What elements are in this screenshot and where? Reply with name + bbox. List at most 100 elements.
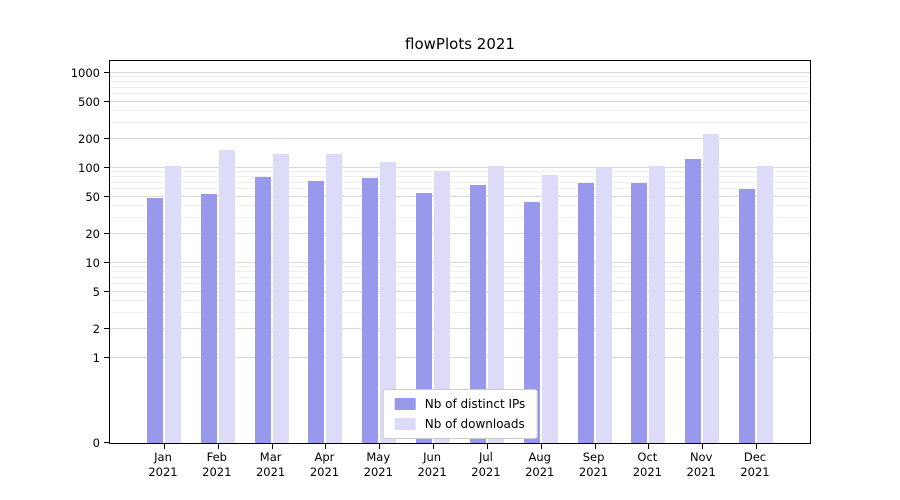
minor-gridline — [110, 299, 810, 301]
bar-distinct-ips-aug — [523, 201, 540, 443]
y-tick-mark — [104, 442, 109, 443]
legend-swatch-downloads — [394, 418, 416, 430]
minor-gridline — [110, 271, 810, 273]
x-tick-mark — [594, 444, 596, 449]
minor-gridline — [110, 176, 810, 178]
x-tick-label: Nov 2021 — [686, 450, 716, 479]
y-tick-label: 200 — [78, 132, 100, 147]
y-tick-label: 1 — [92, 351, 100, 365]
minor-gridline — [110, 81, 810, 83]
y-tick-label: 1000 — [70, 66, 100, 80]
y-tick-label: 100 — [78, 161, 100, 175]
legend-item-downloads: Nb of downloads — [394, 417, 526, 431]
x-tick-label: Sep 2021 — [578, 450, 609, 479]
bar-distinct-ips-apr — [308, 180, 325, 443]
major-gridline — [110, 290, 810, 292]
bar-distinct-ips-jul — [469, 185, 486, 443]
x-tick-mark — [486, 444, 488, 449]
major-gridline — [110, 357, 810, 358]
x-tick-label: Jan 2021 — [148, 450, 178, 479]
x-tick-label: Mar 2021 — [255, 450, 286, 479]
x-tick-label: May 2021 — [363, 450, 393, 479]
x-tick-mark — [164, 444, 165, 449]
y-tick-mark — [104, 167, 109, 168]
bar-downloads-feb — [218, 149, 235, 443]
x-tick-mark — [217, 444, 219, 449]
chart-title: flowPlots 2021 — [405, 35, 515, 53]
major-gridline — [110, 262, 810, 263]
y-tick-label: 0 — [92, 436, 100, 450]
minor-gridline — [110, 311, 810, 313]
x-tick-mark — [702, 444, 704, 449]
x-tick-label: Dec 2021 — [740, 450, 770, 479]
minor-gridline — [110, 276, 810, 278]
y-tick-mark — [104, 138, 109, 140]
bar-downloads-aug — [541, 175, 558, 443]
x-tick-mark — [756, 444, 757, 449]
minor-gridline — [110, 266, 810, 268]
bar-downloads-jan — [165, 166, 181, 443]
bar-downloads-jun — [434, 171, 451, 443]
legend: Nb of distinct IPs Nb of downloads — [382, 389, 538, 439]
x-tick-label: Feb 2021 — [202, 450, 232, 479]
minor-gridline — [110, 76, 810, 78]
y-tick-label: 2 — [92, 322, 100, 337]
bar-distinct-ips-mar — [254, 177, 271, 443]
x-tick-label: Apr 2021 — [309, 450, 340, 479]
minor-gridline — [110, 171, 810, 173]
bar-downloads-mar — [272, 154, 289, 443]
minor-gridline — [110, 121, 810, 123]
bar-downloads-jul — [487, 166, 504, 443]
legend-label-distinct-ips: Nb of distinct IPs — [424, 397, 526, 411]
major-gridline — [110, 100, 810, 102]
bar-distinct-ips-sep — [577, 183, 594, 443]
y-tick-mark — [104, 72, 109, 73]
x-tick-label: Jun 2021 — [417, 450, 447, 479]
major-gridline — [110, 233, 810, 235]
major-gridline — [110, 195, 810, 197]
x-tick-mark — [379, 444, 381, 449]
legend-swatch-distinct-ips — [394, 398, 416, 410]
bar-downloads-oct — [649, 166, 666, 443]
x-tick-label: Aug 2021 — [525, 450, 555, 479]
x-tick-mark — [433, 444, 435, 449]
major-gridline — [110, 138, 810, 140]
minor-gridline — [110, 216, 810, 218]
x-tick-mark — [540, 444, 542, 449]
bar-distinct-ips-jan — [147, 198, 163, 443]
y-tick-mark — [104, 328, 109, 330]
x-tick-mark — [648, 444, 650, 449]
bar-distinct-ips-oct — [631, 183, 648, 443]
bar-distinct-ips-nov — [685, 158, 702, 443]
major-gridline — [110, 328, 810, 330]
y-tick-mark — [104, 357, 109, 358]
minor-gridline — [110, 93, 810, 95]
y-tick-label: 50 — [85, 189, 100, 204]
major-gridline — [110, 167, 810, 168]
bar-distinct-ips-may — [362, 178, 379, 443]
bar-downloads-may — [380, 162, 397, 443]
bar-downloads-apr — [326, 154, 343, 443]
y-axis-tick-labels: 0 1 2 5 10 20 50 100 200 500 1000 — [0, 61, 100, 450]
minor-gridline — [110, 86, 810, 88]
minor-gridline — [110, 283, 810, 285]
legend-item-distinct-ips: Nb of distinct IPs — [394, 397, 526, 411]
minor-gridline — [110, 181, 810, 183]
y-tick-mark — [104, 233, 109, 235]
bar-distinct-ips-dec — [739, 189, 755, 443]
y-tick-mark — [104, 290, 109, 292]
minor-gridline — [110, 188, 810, 190]
minor-gridline — [110, 109, 810, 111]
bar-downloads-nov — [703, 133, 720, 443]
x-tick-label: Oct 2021 — [632, 450, 662, 479]
y-tick-label: 20 — [85, 227, 100, 242]
x-tick-mark — [325, 444, 327, 449]
x-tick-label: Jul 2021 — [471, 450, 501, 479]
x-tick-mark — [271, 444, 273, 449]
y-tick-label: 10 — [85, 256, 100, 270]
legend-label-downloads: Nb of downloads — [424, 417, 525, 431]
y-tick-mark — [104, 195, 109, 197]
x-axis-tick-labels: Jan 2021 Feb 2021 Mar 2021 Apr 2021 May 2021 Jun 20… — [109, 450, 811, 488]
y-tick-mark — [104, 262, 109, 263]
